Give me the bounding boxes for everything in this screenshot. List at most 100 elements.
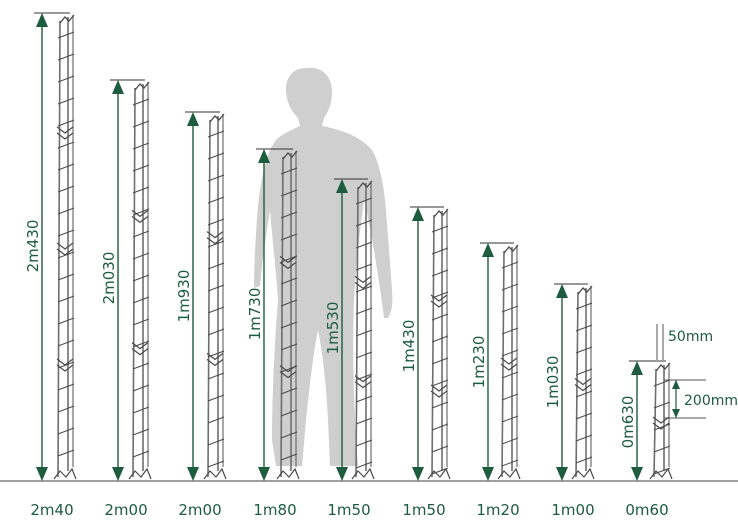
panel-wire [207, 416, 225, 424]
panel-wire [355, 307, 373, 315]
panel-wire [280, 277, 298, 285]
panel-wire [355, 285, 373, 293]
panel-hook [134, 81, 150, 91]
panel-hook [577, 285, 593, 295]
panel-wire [207, 218, 225, 226]
panel-hook [282, 150, 298, 160]
arrow-down-icon [631, 467, 643, 481]
size-label: 1m50 [327, 501, 370, 519]
panel-wire [57, 295, 75, 303]
panel-wire [207, 130, 225, 138]
arrow-up-icon [112, 80, 124, 94]
panel-wire [207, 328, 225, 336]
panel-wire [501, 415, 519, 423]
panel-wire [501, 327, 519, 335]
panel-wire [207, 240, 225, 248]
height-label: 1m730 [246, 288, 264, 341]
panel-foot [571, 467, 595, 480]
panel-wire [431, 401, 449, 409]
panel-wire [653, 379, 671, 387]
panel-wire [431, 423, 449, 431]
panel-wire [57, 273, 75, 281]
panel-wire [132, 208, 150, 216]
panel-post [575, 291, 579, 478]
panel-wire [132, 120, 150, 128]
panel-wire [57, 207, 75, 215]
panel-wire [132, 164, 150, 172]
person-silhouette-icon [254, 67, 393, 467]
panel-hook [59, 14, 75, 24]
fence-panel-3 [185, 111, 227, 481]
height-label: 0m630 [619, 396, 637, 449]
arrow-up-icon [412, 207, 424, 221]
panel-hook [209, 113, 225, 123]
panel-wire [57, 383, 75, 391]
mesh-height-label: 200mm [684, 393, 738, 409]
size-label: 2m40 [30, 501, 73, 519]
panels-layer [34, 12, 673, 481]
panel-post [355, 186, 359, 478]
panel-wire [431, 357, 449, 365]
panel-wire [280, 189, 298, 197]
panel-v-bend [279, 255, 297, 270]
size-label: 0m60 [625, 501, 668, 519]
panel-wire [280, 387, 298, 395]
panel-wire [207, 284, 225, 292]
panel-wire [280, 299, 298, 307]
panel-wire [132, 296, 150, 304]
panel-v-bend [131, 209, 149, 224]
panel-wire [431, 445, 449, 453]
panel-hook [503, 244, 519, 254]
panel-wire [132, 98, 150, 106]
fence-panel-2 [110, 79, 152, 481]
panel-wire [57, 97, 75, 105]
arrow-down-icon [112, 467, 124, 481]
arrow-down-icon [258, 467, 270, 481]
panel-wire [501, 349, 519, 357]
panel-wire [207, 174, 225, 182]
panel-wire [355, 439, 373, 447]
panel-wire [355, 241, 373, 249]
fence-panel-1 [34, 12, 77, 481]
panel-wire [355, 197, 373, 205]
fence-panel-8 [554, 283, 595, 481]
arrow-up-icon [187, 112, 199, 126]
panel-hook [357, 180, 373, 190]
panel-wire [132, 362, 150, 370]
panel-wire [501, 459, 519, 467]
panel-wire [57, 339, 75, 347]
height-labels: 2m430 2m030 1m930 1m730 1m530 1m430 1m23… [24, 220, 637, 449]
wire-spacing-label: 50mm [668, 329, 713, 345]
panel-v-bend [131, 342, 149, 356]
panel-wire [431, 225, 449, 233]
panel-post [653, 368, 657, 478]
panel-wire [132, 274, 150, 282]
panel-wire [207, 262, 225, 270]
arrow-up-icon [36, 13, 48, 27]
fence-panel-9 [629, 360, 673, 481]
panel-wire [355, 351, 373, 359]
panel-post [207, 119, 211, 478]
arrow-down-icon [187, 467, 199, 481]
size-label: 2m00 [178, 501, 221, 519]
height-label: 1m530 [324, 302, 342, 355]
panel-wire [57, 163, 75, 171]
panel-wire [355, 461, 373, 469]
panel-post [132, 87, 136, 478]
panel-wire [57, 141, 75, 149]
height-label: 2m030 [100, 252, 118, 305]
panel-foot [276, 467, 300, 480]
panel-wire [575, 302, 593, 310]
panel-v-bend [354, 375, 372, 389]
panel-v-bend [56, 126, 74, 140]
panel-v-bend [56, 358, 74, 372]
panel-wire [431, 313, 449, 321]
size-label: 1m50 [402, 501, 445, 519]
height-label: 1m230 [470, 336, 488, 389]
arrow-up-icon [556, 284, 568, 298]
panel-post [57, 20, 61, 478]
panel-wire [207, 372, 225, 380]
panel-wire [501, 261, 519, 269]
panel-v-bend [56, 242, 74, 256]
panel-wire [132, 252, 150, 260]
